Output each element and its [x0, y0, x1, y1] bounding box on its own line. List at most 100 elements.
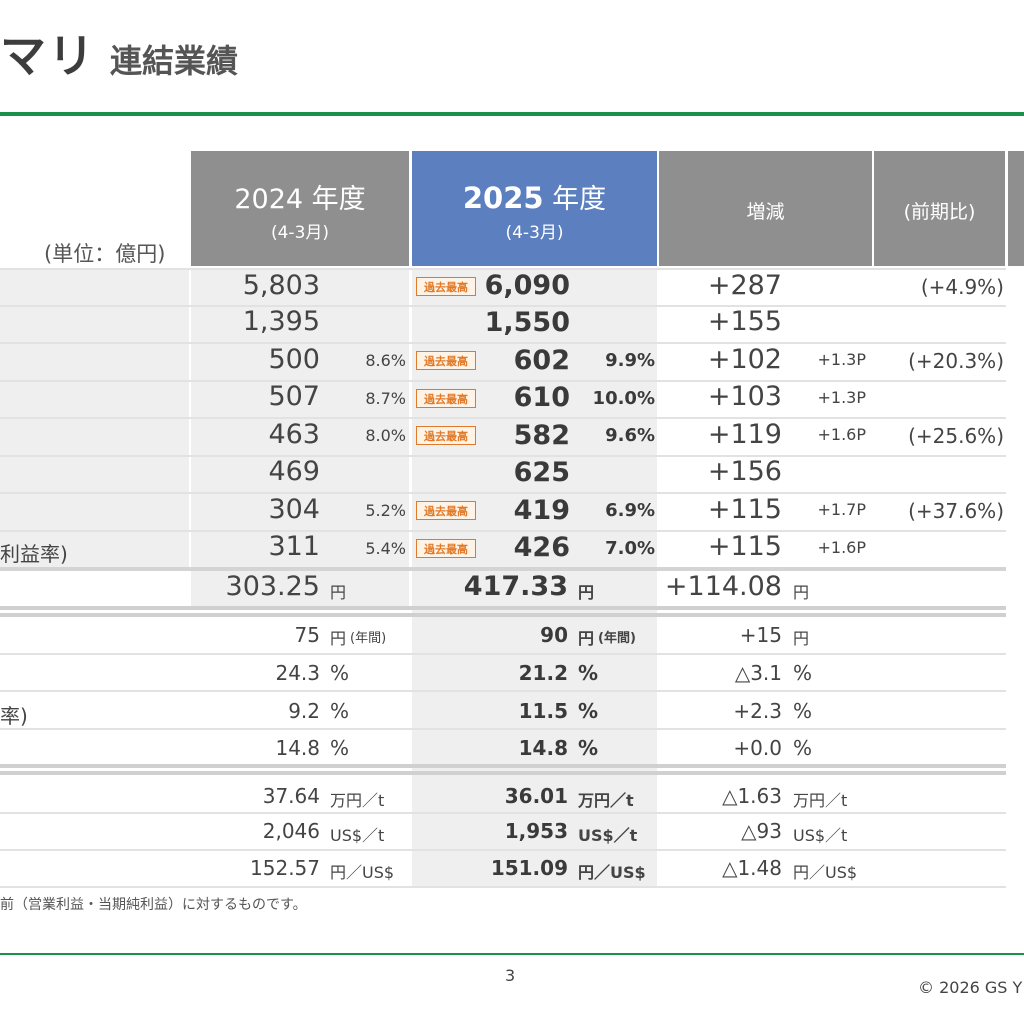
table-cell: (+37.6%): [908, 499, 1004, 523]
table-cell: 7.0%: [605, 538, 655, 559]
footer-divider: [0, 953, 1024, 955]
row-divider: [0, 886, 1006, 888]
table-cell: 円／US$: [330, 863, 395, 882]
table-cell: 500: [268, 344, 320, 375]
row-divider: [0, 728, 1006, 730]
row-divider: [0, 380, 1006, 382]
table-cell: 75: [294, 623, 320, 647]
row-divider: [0, 268, 1006, 270]
table-cell: +103: [707, 381, 782, 412]
page-title: マリ 連結業績: [0, 20, 238, 86]
title-divider: [0, 112, 1024, 116]
table-cell: +15: [739, 623, 782, 647]
table-cell: +155: [707, 306, 782, 337]
table-cell: 1,395: [242, 306, 320, 337]
table-cell: %: [330, 736, 350, 760]
table-cell: 円: [793, 629, 810, 648]
table-cell: 円: [330, 629, 347, 648]
table-cell: 21.2: [518, 661, 568, 685]
table-cell: 11.5: [518, 699, 568, 723]
row-divider: [0, 492, 1006, 494]
table-cell: 8.6%: [365, 351, 406, 370]
row-divider: [0, 849, 1006, 851]
table-cell: +115: [707, 494, 782, 525]
table-cell: 311: [268, 531, 320, 562]
unit-label: (単位：億円): [44, 242, 166, 266]
table-cell: +115: [707, 531, 782, 562]
table-cell: 507: [268, 381, 320, 412]
table-cell: 5.2%: [365, 501, 406, 520]
row-divider: [0, 342, 1006, 344]
table-cell: +1.6P: [817, 538, 867, 557]
row-label-8: 利益率): [0, 542, 68, 566]
row-label-11: 率): [0, 704, 28, 728]
table-cell: +0.0: [733, 736, 782, 760]
record-badge: 過去最高: [416, 351, 476, 370]
table-cell: 610: [513, 382, 570, 413]
table-cell: △1.48: [722, 856, 782, 880]
table-cell: 469: [268, 456, 320, 487]
record-badge: 過去最高: [416, 501, 476, 520]
table-cell: 10.0%: [592, 388, 655, 409]
page-number: 3: [505, 966, 516, 985]
row-divider: [0, 606, 1006, 610]
row-divider: [0, 653, 1006, 655]
table-cell: △93: [741, 819, 782, 843]
table-cell: +287: [707, 270, 782, 301]
table-cell: 6,090: [484, 270, 570, 301]
table-cell: 36.01: [504, 784, 568, 808]
table-cell: 582: [513, 420, 570, 451]
table-cell: (+25.6%): [908, 424, 1004, 448]
table-cell: 625: [513, 457, 570, 488]
table-cell: US$／t: [330, 826, 385, 845]
table-cell: △3.1: [734, 661, 782, 685]
table-cell: 8.0%: [365, 426, 406, 445]
table-cell: 9.9%: [605, 350, 655, 371]
row-divider: [0, 764, 1006, 768]
table-cell: 9.6%: [605, 425, 655, 446]
table-cell: +1.3P: [817, 388, 867, 407]
table-cell: US$／t: [578, 826, 638, 845]
table-cell: 151.09: [490, 856, 568, 880]
table-cell: 1,953: [504, 819, 568, 843]
table-cell: 円／US$: [793, 863, 858, 882]
table-cell: +102: [707, 344, 782, 375]
table-cell: %: [793, 699, 813, 723]
table-cell: US$／t: [793, 826, 848, 845]
table-cell: 463: [268, 419, 320, 450]
table-cell: %: [578, 699, 599, 723]
table-cell: 14.8: [275, 736, 320, 760]
table-cell: 5.4%: [365, 539, 406, 558]
row-divider: [0, 530, 1006, 532]
header-extra: [1008, 151, 1024, 266]
table-cell: 万円／t: [578, 791, 634, 810]
table-cell: %: [330, 699, 350, 723]
table-cell: 円: [330, 583, 347, 602]
table-cell: %: [578, 736, 599, 760]
table-cell: 円／US$: [578, 863, 646, 882]
table-cell: (+4.9%): [920, 275, 1004, 299]
table-cell: +114.08: [664, 571, 782, 602]
record-badge: 過去最高: [416, 277, 476, 296]
table-cell: 419: [513, 495, 570, 526]
row-divider: [0, 613, 1006, 617]
header-change: 増減: [659, 151, 872, 266]
table-cell: +156: [707, 456, 782, 487]
row-divider: [0, 455, 1006, 457]
table-cell: (年間): [350, 631, 387, 646]
table-cell: 152.57: [250, 856, 320, 880]
table-cell: +119: [707, 419, 782, 450]
table-cell: 426: [513, 532, 570, 563]
table-cell: (+20.3%): [908, 349, 1004, 373]
record-badge: 過去最高: [416, 389, 476, 408]
table-cell: 万円／t: [330, 791, 385, 810]
table-cell: 14.8: [518, 736, 568, 760]
table-cell: %: [793, 736, 813, 760]
table-cell: 6.9%: [605, 500, 655, 521]
table-cell: 円: [578, 629, 595, 648]
table-cell: +2.3: [733, 699, 782, 723]
title-main: マリ: [0, 29, 96, 83]
table-cell: %: [793, 661, 813, 685]
row-divider: [0, 567, 1006, 571]
table-cell: 303.25: [225, 571, 320, 602]
